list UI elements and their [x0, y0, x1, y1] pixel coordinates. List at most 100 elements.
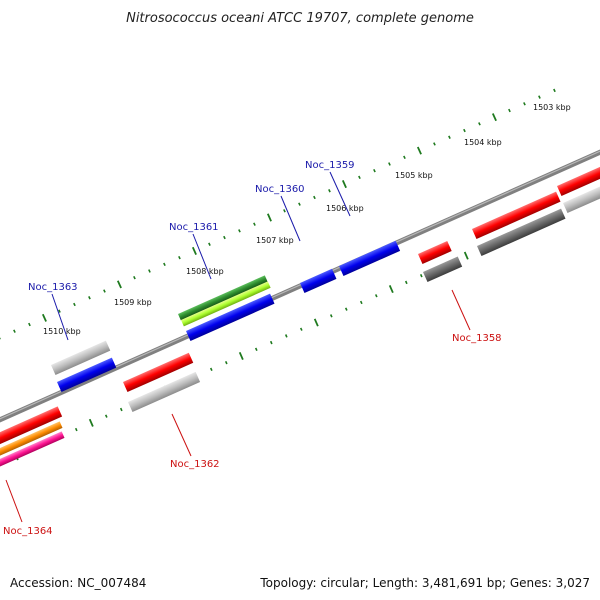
major-tick — [88, 418, 94, 427]
minor-tick — [329, 314, 333, 318]
minor-tick — [209, 367, 213, 372]
minor-tick — [419, 273, 423, 278]
minor-tick — [359, 300, 363, 305]
gene-feature-lime[interactable] — [181, 281, 271, 327]
gene-feature-lightgray[interactable] — [563, 178, 600, 214]
major-tick — [341, 180, 347, 189]
gene-feature-blue[interactable] — [186, 293, 275, 342]
major-tick — [41, 313, 47, 322]
gene-feature-red[interactable] — [472, 191, 561, 240]
minor-tick — [208, 242, 211, 246]
gene-feature-red[interactable] — [557, 161, 600, 197]
minor-tick — [148, 269, 151, 273]
leader-line — [171, 413, 192, 457]
gene-label-leaders — [5, 171, 471, 523]
minor-tick — [104, 414, 108, 418]
gene-label[interactable]: Noc_1361 — [169, 222, 219, 233]
minor-tick — [58, 309, 61, 313]
major-tick — [313, 318, 319, 327]
kbp-label: 1508 kbp — [186, 267, 224, 276]
kbp-label: 1510 kbp — [43, 327, 81, 336]
genome-backbone — [0, 149, 600, 423]
minor-tick — [404, 280, 408, 285]
minor-tick — [283, 209, 286, 213]
minor-tick — [313, 195, 316, 200]
minor-tick — [374, 294, 378, 298]
minor-tick — [553, 88, 556, 93]
minor-tick — [73, 302, 76, 307]
minor-tick — [538, 95, 541, 99]
minor-tick — [133, 275, 136, 280]
minor-tick — [74, 427, 78, 432]
minor-tick — [163, 262, 166, 267]
minor-tick — [88, 296, 91, 300]
minor-tick — [284, 334, 288, 338]
gene-feature-darkgray[interactable] — [477, 208, 566, 257]
minor-tick — [433, 142, 436, 146]
gene-feature-darkgray[interactable] — [423, 256, 463, 283]
minor-tick — [224, 360, 228, 365]
minor-tick — [448, 135, 451, 139]
kbp-labels: 1503 kbp 1504 kbp 1505 kbp 1506 kbp 1507… — [43, 103, 571, 336]
major-tick — [491, 113, 497, 122]
minor-tick — [328, 189, 331, 193]
leader-line — [51, 293, 69, 341]
gene-feature-blue[interactable] — [300, 268, 337, 294]
leader-line — [329, 171, 351, 217]
minor-tick — [28, 322, 31, 327]
minor-tick — [253, 222, 256, 226]
minor-tick — [269, 340, 273, 345]
gene-label[interactable]: Noc_1362 — [170, 459, 220, 470]
major-tick — [238, 351, 244, 360]
minor-tick — [119, 407, 123, 412]
minor-tick — [238, 229, 241, 233]
upper-tick-track — [0, 88, 556, 340]
gene-feature-red[interactable] — [418, 240, 452, 265]
gene-features — [0, 161, 600, 473]
gene-feature-orange[interactable] — [0, 421, 63, 463]
gene-feature-pink[interactable] — [0, 431, 65, 473]
accession-text: Accession: NC_007484 — [10, 576, 147, 590]
minor-tick — [103, 289, 106, 293]
minor-tick — [388, 162, 391, 166]
leader-line — [280, 195, 301, 242]
gene-feature-green[interactable] — [178, 275, 268, 321]
leader-line — [5, 479, 23, 523]
gene-label[interactable]: Noc_1360 — [255, 184, 305, 195]
gene-feature-red[interactable] — [0, 406, 63, 452]
gene-feature-lightgray[interactable] — [50, 340, 111, 376]
gene-label[interactable]: Noc_1358 — [452, 333, 502, 344]
kbp-label: 1506 kbp — [326, 204, 364, 213]
kbp-label: 1505 kbp — [395, 171, 433, 180]
genome-stats-text: Topology: circular; Length: 3,481,691 bp… — [260, 576, 590, 590]
major-tick — [191, 246, 197, 255]
minor-tick — [508, 108, 511, 113]
minor-tick — [358, 175, 361, 180]
minor-tick — [178, 255, 181, 260]
map-title: Nitrosococcus oceani ATCC 19707, complet… — [126, 11, 474, 26]
major-tick — [116, 280, 122, 289]
minor-tick — [13, 329, 16, 333]
minor-tick — [523, 102, 526, 106]
leader-line — [451, 289, 471, 331]
minor-tick — [478, 122, 481, 126]
major-tick — [388, 285, 394, 294]
major-tick — [463, 251, 469, 260]
minor-tick — [344, 307, 348, 311]
major-tick — [416, 146, 422, 155]
kbp-label: 1509 kbp — [114, 298, 152, 307]
gene-feature-blue[interactable] — [56, 357, 117, 393]
minor-tick — [254, 347, 258, 352]
gene-label[interactable]: Noc_1364 — [3, 526, 53, 537]
kbp-label: 1504 kbp — [464, 138, 502, 147]
kbp-label: 1503 kbp — [533, 103, 571, 112]
gene-label[interactable]: Noc_1359 — [305, 160, 355, 171]
gene-feature-red[interactable] — [123, 352, 194, 393]
minor-tick — [299, 327, 303, 331]
gene-label[interactable]: Noc_1363 — [28, 282, 78, 293]
gene-feature-lightgray[interactable] — [128, 371, 201, 413]
gene-feature-blue[interactable] — [339, 240, 401, 277]
minor-tick — [463, 128, 466, 133]
major-tick — [266, 213, 272, 222]
